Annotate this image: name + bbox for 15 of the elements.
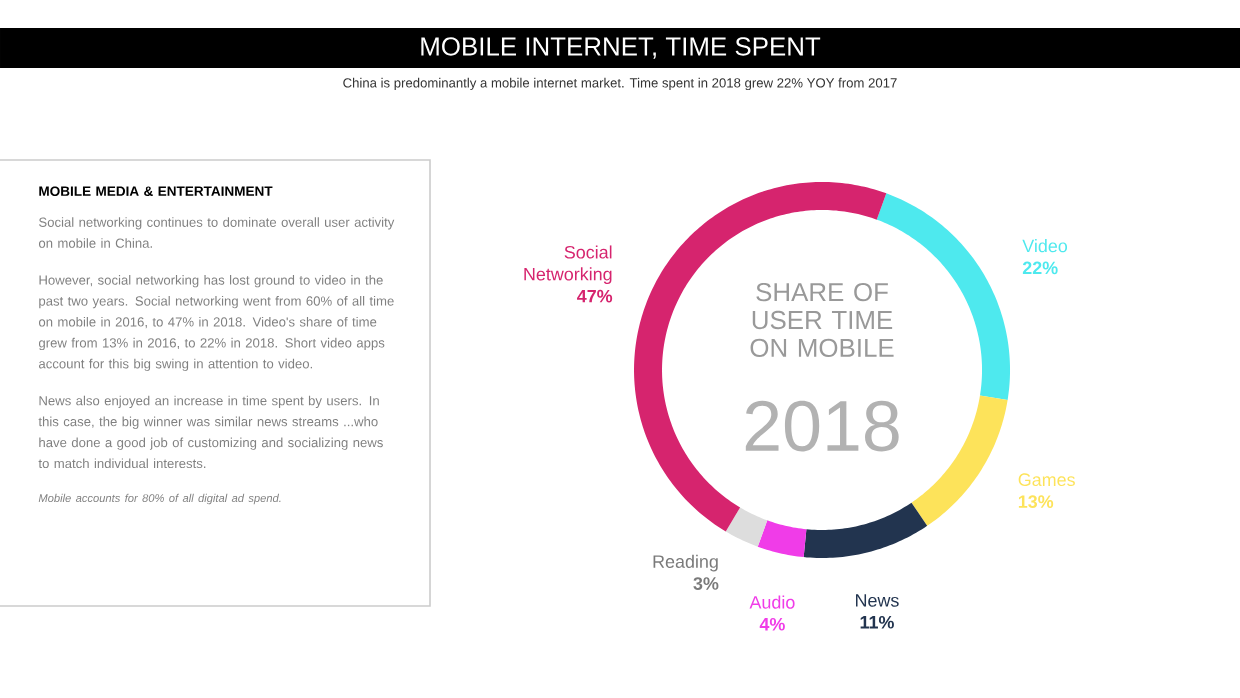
data-label: 4% bbox=[759, 617, 785, 631]
data-label: 3% bbox=[693, 577, 719, 590]
slice-label: Games bbox=[1018, 473, 1075, 487]
slice-label: Reading bbox=[653, 554, 718, 572]
chart-title: MOBILE INTERNET, TIME SPENT bbox=[421, 37, 821, 59]
text: 2018 bbox=[745, 400, 899, 452]
text: SHARE OF USER TIME ON MOBILE bbox=[750, 282, 894, 358]
data-label: 47% bbox=[577, 289, 613, 303]
slice-label: Video bbox=[1022, 239, 1068, 253]
slice-label: Audio bbox=[749, 595, 795, 609]
data-label: 11% bbox=[860, 615, 894, 629]
slice-label: Social Networking bbox=[524, 245, 612, 285]
slice-label: News bbox=[856, 594, 899, 607]
data-label: 13% bbox=[1018, 495, 1054, 508]
data-label: 22% bbox=[1022, 261, 1058, 275]
